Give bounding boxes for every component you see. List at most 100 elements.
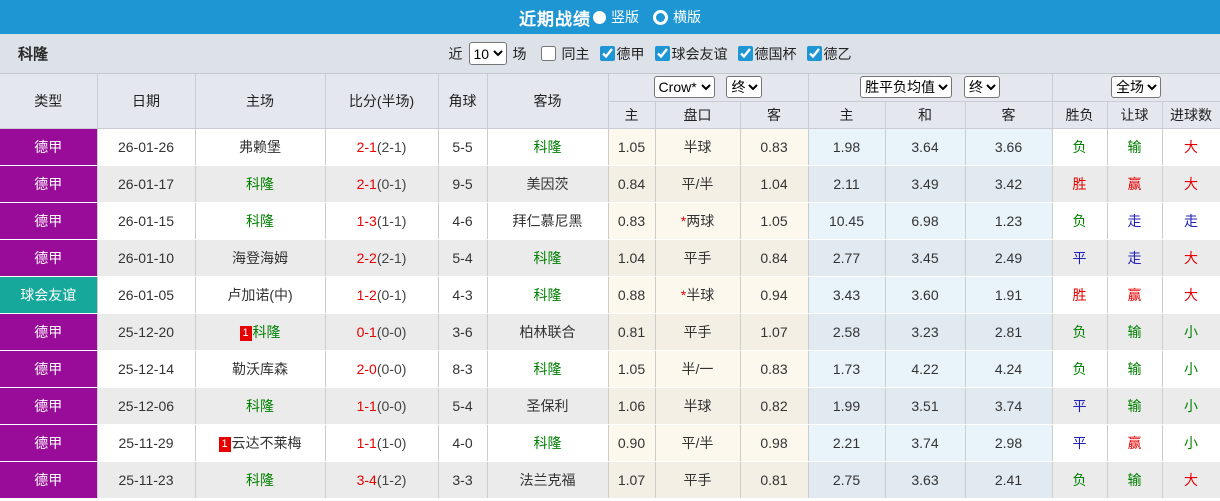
corner-cell: 4-0 — [438, 424, 488, 462]
match-row: 德甲 26-01-10 海登海姆 2-2(2-1) 5-4 科隆 1.04 平手 0.84 2.7… — [0, 239, 1220, 277]
competition-filter-1[interactable]: 德甲 — [590, 45, 645, 62]
full-match-select[interactable]: 全场 — [1111, 76, 1162, 99]
type-badge: 德甲 — [0, 239, 98, 277]
odds-home-cell: 0.83 — [608, 202, 656, 240]
halftime-score: (0-1) — [376, 286, 407, 303]
team-name-text: 法兰克福 — [519, 471, 576, 488]
away-team-cell: 法兰克福 — [487, 461, 609, 499]
sub-header-odds-home: 主 — [608, 101, 656, 129]
competition-filter-2[interactable]: 球会友谊 — [645, 45, 728, 62]
competition-filter-0[interactable]: 同主 — [527, 45, 590, 62]
away-team-cell: 科隆 — [487, 276, 609, 314]
handicap-cell: 平手 — [655, 461, 741, 499]
radio-vertical-selected-icon[interactable] — [593, 10, 606, 24]
type-badge: 德甲 — [0, 165, 98, 203]
odds-home-cell: 1.06 — [608, 387, 656, 425]
type-badge: 德甲 — [0, 387, 98, 425]
avg-home-cell: 3.43 — [808, 276, 886, 314]
result-cell: 负 — [1052, 202, 1108, 240]
handicap-result-cell: 输 — [1107, 128, 1163, 166]
type-badge: 德甲 — [0, 313, 98, 351]
avg-draw-cell: 3.51 — [885, 387, 966, 425]
handicap-cell: 平/半 — [655, 165, 741, 203]
corner-cell: 5-4 — [438, 239, 488, 277]
avg-draw-cell: 3.23 — [885, 313, 966, 351]
avg-away-cell: 3.66 — [965, 128, 1053, 166]
team-name-text: 海登海姆 — [232, 249, 288, 266]
away-team-cell: 柏林联合 — [487, 313, 609, 351]
odds-time-select[interactable]: 终 — [726, 76, 763, 99]
sub-header-odds-away: 客 — [740, 101, 809, 129]
checkbox-球会友谊[interactable] — [654, 45, 670, 61]
radio-horizontal-icon[interactable] — [653, 9, 668, 25]
away-team-cell: 科隆 — [487, 350, 609, 388]
fulltime-score: 1-2 — [356, 286, 377, 303]
date-cell: 25-11-29 — [97, 424, 196, 462]
result-cell: 负 — [1052, 313, 1108, 351]
fulltime-score: 2-1 — [356, 175, 377, 192]
results-table: 类型 日期 主场 比分(半场) 角球 客场 Crow* 终 胜平负均值 终 全场 — [0, 74, 1220, 499]
corner-cell: 9-5 — [438, 165, 488, 203]
away-team-cell: 科隆 — [487, 239, 609, 277]
fulltime-score: 2-1 — [356, 138, 377, 155]
score-cell: 2-1(0-1) — [325, 165, 439, 203]
halftime-score: (0-0) — [376, 397, 407, 414]
away-team-cell: 拜仁慕尼黑 — [487, 202, 609, 240]
type-badge: 德甲 — [0, 461, 98, 499]
avg-draw-cell: 3.45 — [885, 239, 966, 277]
team-name-text: 科隆 — [533, 360, 562, 377]
checkbox-同主[interactable] — [540, 45, 556, 61]
odds-company-select[interactable]: Crow* — [653, 76, 715, 99]
type-badge: 德甲 — [0, 202, 98, 240]
avg-time-select[interactable]: 终 — [963, 76, 1000, 99]
avg-draw-cell: 3.60 — [885, 276, 966, 314]
halftime-score: (0-0) — [376, 360, 407, 377]
near-label: 近 — [448, 45, 463, 62]
handicap-cell: 半/一 — [655, 350, 741, 388]
radio-horizontal-label[interactable]: 横版 — [673, 9, 701, 25]
avg-draw-cell: 3.49 — [885, 165, 966, 203]
team-name: 科隆 — [18, 46, 49, 63]
home-team-cell: 科隆 — [195, 202, 326, 240]
competition-filter-4[interactable]: 德乙 — [797, 45, 852, 62]
avg-home-cell: 1.99 — [808, 387, 886, 425]
avg-type-select[interactable]: 胜平负均值 — [860, 76, 953, 99]
match-row: 德甲 25-11-29 1 云达不莱梅 1-1(1-0) 4-0 科隆 0.90 平/半 0.98… — [0, 424, 1220, 462]
score-cell: 1-2(0-1) — [325, 276, 439, 314]
odds-home-cell: 0.90 — [608, 424, 656, 462]
checkbox-德甲[interactable] — [599, 45, 615, 61]
handicap-star: * — [680, 212, 687, 229]
avg-away-cell: 2.98 — [965, 424, 1053, 462]
handicap-result-cell: 输 — [1107, 461, 1163, 499]
odds-home-cell: 1.07 — [608, 461, 656, 499]
date-cell: 26-01-15 — [97, 202, 196, 240]
avg-away-cell: 1.23 — [965, 202, 1053, 240]
home-team-cell: 勒沃库森 — [195, 350, 326, 388]
halftime-score: (2-1) — [376, 138, 407, 155]
avg-away-cell: 1.91 — [965, 276, 1053, 314]
halftime-score: (2-1) — [376, 249, 407, 266]
date-cell: 26-01-26 — [97, 128, 196, 166]
date-cell: 25-11-23 — [97, 461, 196, 499]
type-badge: 德甲 — [0, 350, 98, 388]
score-cell: 1-3(1-1) — [325, 202, 439, 240]
header-row-sub: 主 盘口 客 主 和 客 胜负 让球 进球数 — [0, 101, 1220, 129]
corner-cell: 5-5 — [438, 128, 488, 166]
odds-group-header: Crow* 终 — [608, 74, 809, 102]
odds-away-cell: 0.98 — [740, 424, 809, 462]
competition-filter-3[interactable]: 德国杯 — [728, 45, 797, 62]
sub-header-handicap: 盘口 — [655, 101, 741, 129]
halftime-score: (1-2) — [376, 471, 407, 488]
result-cell: 平 — [1052, 424, 1108, 462]
home-team-cell: 科隆 — [195, 387, 326, 425]
date-cell: 26-01-10 — [97, 239, 196, 277]
match-count-select[interactable]: 10 — [468, 42, 507, 65]
radio-vertical-label[interactable]: 竖版 — [611, 9, 639, 25]
odds-home-cell: 0.81 — [608, 313, 656, 351]
checkbox-德乙[interactable] — [806, 45, 822, 61]
team-name-text: 科隆 — [533, 286, 562, 303]
sub-header-avg-home: 主 — [808, 101, 886, 129]
corner-cell: 4-3 — [438, 276, 488, 314]
checkbox-德国杯[interactable] — [737, 45, 753, 61]
